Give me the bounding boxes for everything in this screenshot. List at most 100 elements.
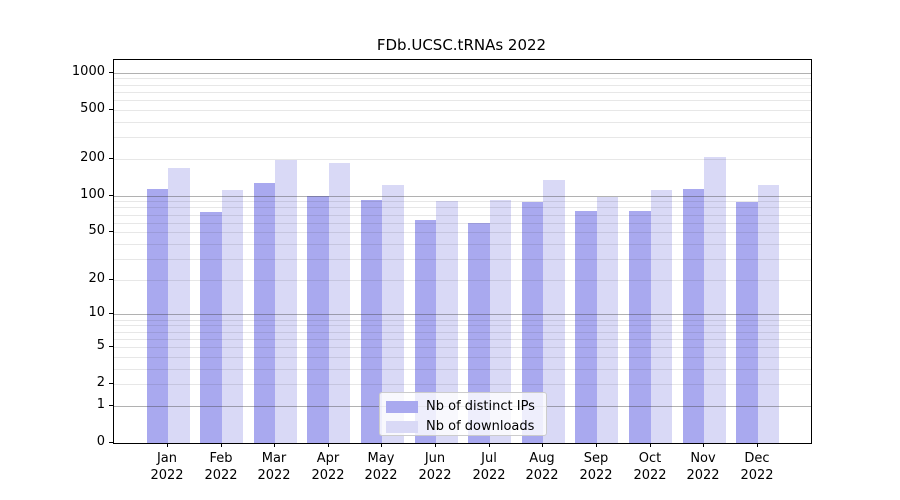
- gridline-minor: [114, 85, 811, 86]
- bar-nb-of-downloads-feb: [221, 190, 244, 443]
- gridline-minor: [114, 320, 811, 321]
- x-tick-year: 2022: [150, 468, 184, 483]
- bar-nb-of-distinct-ips-jan: [146, 188, 168, 443]
- gridline-minor: [114, 384, 811, 385]
- x-tick-year: 2022: [525, 468, 559, 483]
- y-tick-label: 500: [80, 101, 105, 116]
- x-tick-label: May 2022: [353, 450, 409, 484]
- bar-nb-of-downloads-jul: [489, 200, 512, 443]
- y-tick-label: 1000: [71, 64, 105, 79]
- x-tick-label: Jan 2022: [139, 450, 195, 484]
- legend-item-distinct-ips: Nb of distinct IPs: [380, 397, 546, 417]
- x-axis-tick: [596, 443, 597, 447]
- x-tick-year: 2022: [633, 468, 667, 483]
- x-tick-year: 2022: [472, 468, 506, 483]
- y-axis-tick: [109, 72, 113, 73]
- gridline-major: [114, 73, 811, 74]
- x-tick-month: Mar: [261, 451, 287, 466]
- x-axis-tick: [381, 443, 382, 447]
- x-axis-tick: [274, 443, 275, 447]
- y-axis-tick: [109, 313, 113, 314]
- x-tick-year: 2022: [311, 468, 345, 483]
- bar-nb-of-distinct-ips-may: [360, 199, 383, 443]
- x-tick-month: Sep: [583, 451, 609, 466]
- x-tick-label: Apr 2022: [300, 450, 356, 484]
- y-tick-label: 2: [96, 375, 105, 390]
- x-tick-label: Aug 2022: [514, 450, 570, 484]
- gridline-minor: [114, 100, 811, 101]
- gridline-minor: [114, 215, 811, 216]
- x-axis-tick: [489, 443, 490, 447]
- legend-swatch-downloads: [386, 421, 418, 433]
- x-tick-label: Dec 2022: [729, 450, 785, 484]
- bar-nb-of-distinct-ips-apr: [307, 195, 329, 443]
- bar-nb-of-distinct-ips-feb: [200, 211, 222, 443]
- x-tick-label: Nov 2022: [675, 450, 731, 484]
- plot-area: [113, 59, 812, 444]
- x-tick-label: Sep 2022: [568, 450, 624, 484]
- gridline-minor: [114, 201, 811, 202]
- y-axis-tick: [109, 405, 113, 406]
- x-tick-month: Jan: [156, 451, 178, 466]
- gridline-minor: [114, 369, 811, 370]
- bar-nb-of-downloads-mar: [275, 159, 297, 443]
- x-tick-month: Nov: [690, 451, 716, 466]
- y-tick-label: 100: [80, 187, 105, 202]
- y-axis-tick: [109, 279, 113, 280]
- x-tick-year: 2022: [204, 468, 238, 483]
- bar-nb-of-distinct-ips-mar: [253, 183, 276, 443]
- bar-nb-of-downloads-sep: [596, 197, 619, 443]
- gridline-minor: [114, 137, 811, 138]
- gridline-minor: [114, 110, 811, 111]
- y-tick-label: 10: [88, 305, 105, 320]
- x-axis-tick: [167, 443, 168, 447]
- bar-nb-of-distinct-ips-dec: [736, 201, 758, 443]
- chart-title: FDb.UCSC.tRNAs 2022: [376, 36, 547, 54]
- y-axis-tick: [109, 442, 113, 443]
- bar-nb-of-distinct-ips-jul: [468, 222, 490, 443]
- x-tick-month: Jun: [424, 451, 446, 466]
- y-tick-label: 200: [80, 150, 105, 165]
- y-tick-label: 0: [96, 434, 105, 449]
- bar-nb-of-downloads-jan: [168, 168, 190, 443]
- x-tick-label: Feb 2022: [193, 450, 249, 484]
- x-tick-month: Jul: [481, 451, 497, 466]
- y-axis-tick: [109, 231, 113, 232]
- y-tick-label: 20: [88, 271, 105, 286]
- bar-nb-of-downloads-may: [382, 184, 404, 443]
- gridline-minor: [114, 78, 811, 79]
- gridline-major: [114, 314, 811, 315]
- bar-nb-of-downloads-dec: [757, 185, 780, 443]
- bar-nb-of-distinct-ips-sep: [575, 210, 597, 443]
- x-axis-tick: [542, 443, 543, 447]
- x-tick-year: 2022: [364, 468, 398, 483]
- bar-nb-of-distinct-ips-aug: [521, 201, 544, 443]
- bar-nb-of-distinct-ips-nov: [682, 188, 705, 443]
- x-axis-tick: [328, 443, 329, 447]
- x-axis-tick: [650, 443, 651, 447]
- x-tick-year: 2022: [257, 468, 291, 483]
- y-axis-tick: [109, 346, 113, 347]
- x-tick-month: Dec: [744, 451, 770, 466]
- x-tick-year: 2022: [740, 468, 774, 483]
- x-tick-label: Jul 2022: [461, 450, 517, 484]
- x-axis-tick: [757, 443, 758, 447]
- gridline-minor: [114, 259, 811, 260]
- x-tick-month: Apr: [316, 451, 340, 466]
- gridline-minor: [114, 122, 811, 123]
- x-tick-month: Feb: [209, 451, 233, 466]
- gridline-minor: [114, 232, 811, 233]
- y-tick-label: 5: [96, 338, 105, 353]
- gridline-minor: [114, 332, 811, 333]
- bar-nb-of-downloads-jun: [436, 200, 458, 443]
- x-tick-year: 2022: [579, 468, 613, 483]
- y-tick-label: 50: [88, 223, 105, 238]
- legend-label-downloads: Nb of downloads: [426, 419, 535, 434]
- gridline-minor: [114, 357, 811, 358]
- gridline-minor: [114, 159, 811, 160]
- gridline-minor: [114, 347, 811, 348]
- y-tick-label: 1: [96, 397, 105, 412]
- x-tick-year: 2022: [686, 468, 720, 483]
- bar-nb-of-downloads-nov: [704, 157, 726, 443]
- bar-nb-of-downloads-aug: [543, 180, 565, 443]
